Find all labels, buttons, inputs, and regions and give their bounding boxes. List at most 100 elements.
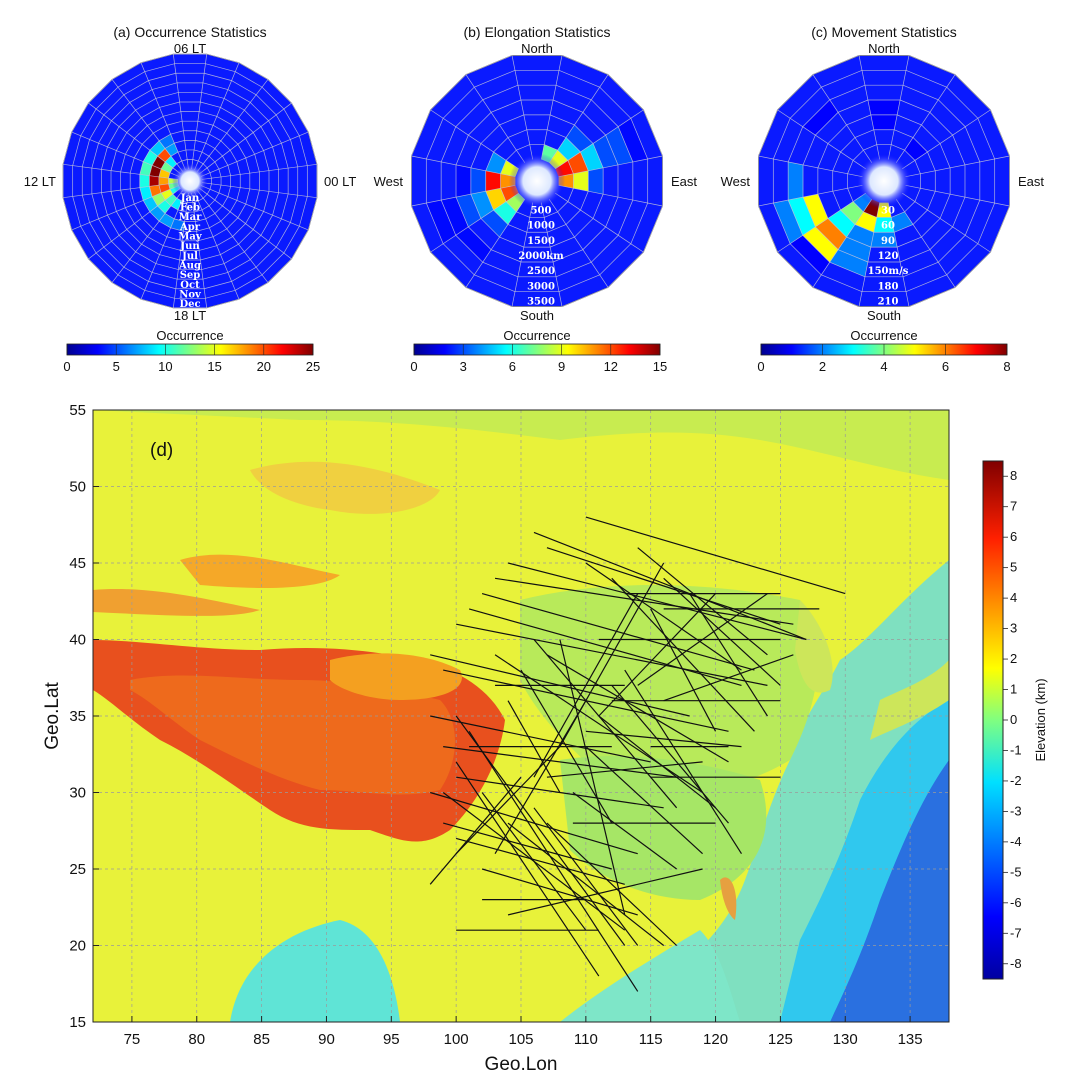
x-tick-label: 110 xyxy=(574,1031,598,1048)
direction-right: 00 LT xyxy=(324,174,356,189)
x-tick-label: 100 xyxy=(444,1031,469,1048)
colorbar-tick-label: 0 xyxy=(410,359,417,374)
polar-cell xyxy=(159,134,175,149)
direction-left: West xyxy=(374,174,404,189)
x-tick-label: 105 xyxy=(508,1031,533,1048)
ring-label: May xyxy=(178,232,203,243)
polar-cell xyxy=(580,143,604,171)
polar-spoke xyxy=(558,155,663,178)
x-tick-label: 75 xyxy=(124,1031,141,1048)
polar-center xyxy=(856,153,912,209)
polar-spoke xyxy=(71,131,180,177)
track-line xyxy=(481,792,587,931)
track-line xyxy=(559,562,665,747)
y-axis-label: Geo.Lat xyxy=(42,681,63,749)
y-tick-label: 50 xyxy=(69,479,86,496)
x-tick-label: 115 xyxy=(639,1031,663,1048)
polar-spoke xyxy=(140,191,186,300)
track-lines xyxy=(429,516,846,992)
polar-spoke xyxy=(197,79,269,172)
polar-cell xyxy=(788,161,804,201)
polar-cell xyxy=(480,210,508,238)
polar-cell xyxy=(426,200,456,244)
track-line xyxy=(507,822,665,946)
track-line xyxy=(585,746,703,855)
x-tick-label: 90 xyxy=(318,1031,335,1048)
polar-title: (c) Movement Statistics xyxy=(811,24,956,40)
elevation-tick-label: 6 xyxy=(1010,529,1017,544)
polar-spoke xyxy=(905,184,1010,207)
polar-cell xyxy=(790,235,830,275)
polar-cell xyxy=(152,156,166,170)
polar-spoke xyxy=(465,199,526,288)
ring-label: 3500 xyxy=(527,296,555,307)
track-line xyxy=(689,593,768,717)
colorbar-tick-label: 25 xyxy=(306,359,320,374)
polar-cell xyxy=(143,150,158,166)
track-line xyxy=(430,715,651,763)
elevation-tick-label: 5 xyxy=(1010,560,1017,575)
ring-label: 2500 xyxy=(527,266,555,277)
direction-bottom: South xyxy=(867,308,901,323)
track-line xyxy=(481,593,755,671)
elevation-tick-label: -3 xyxy=(1010,803,1022,818)
track-line xyxy=(507,562,807,641)
track-line xyxy=(637,593,768,686)
track-line xyxy=(494,654,703,793)
y-tick-label: 20 xyxy=(69,938,86,955)
colorbar-tick-label: 10 xyxy=(158,359,172,374)
colorbar-tick-label: 2 xyxy=(819,359,826,374)
ring-label: Aug xyxy=(178,261,201,272)
polar-spoke xyxy=(555,192,644,253)
track-line xyxy=(468,608,742,686)
elevation-tick-label: -5 xyxy=(1010,864,1022,879)
ring-label: 210 xyxy=(878,296,899,307)
polar-spoke xyxy=(191,192,208,308)
colorbar-tick-label: 4 xyxy=(880,359,887,374)
track-line xyxy=(443,822,612,870)
colorbar-tick-label: 0 xyxy=(63,359,70,374)
polar-title: (a) Occurrence Statistics xyxy=(113,24,266,40)
track-line xyxy=(455,761,600,977)
polar-cell xyxy=(829,249,868,277)
polar-spoke xyxy=(555,109,644,170)
colorbar-tick-label: 20 xyxy=(257,359,271,374)
elongation-polar-chart: 500 1000 1500 2000km 2500 3000 3500 (b) Elongat… xyxy=(374,24,698,374)
elevation-colorbar: 8 7 6 5 4 3 2 1 0 -1 -2 -3 -4 -5 -6 -7 -8 xyxy=(982,460,1022,980)
track-line xyxy=(559,639,626,916)
x-tick-label: 85 xyxy=(253,1031,270,1048)
polar-spoke xyxy=(411,184,516,207)
y-tick-label: 40 xyxy=(69,632,86,649)
direction-right: East xyxy=(1018,174,1044,189)
polar-cell xyxy=(170,218,185,232)
elevation-tick-label: -7 xyxy=(1010,925,1022,940)
colorbar-tick-label: 0 xyxy=(757,359,764,374)
direction-top: North xyxy=(521,41,553,56)
polar-cell xyxy=(165,143,179,157)
polar-cell xyxy=(149,175,159,187)
ring-label: Jan xyxy=(180,193,200,204)
direction-right: East xyxy=(671,174,697,189)
ring-label: 60 xyxy=(881,221,895,232)
track-line xyxy=(494,700,587,855)
polar-spoke xyxy=(199,102,292,174)
polar-spoke xyxy=(88,188,181,260)
x-tick-label: 80 xyxy=(188,1031,205,1048)
ring-label: 2000km xyxy=(518,251,564,262)
direction-top: North xyxy=(868,41,900,56)
y-tick-label: 30 xyxy=(69,785,86,802)
x-tick-label: 125 xyxy=(768,1031,793,1048)
polar-cell xyxy=(566,124,594,152)
polar-center xyxy=(172,163,208,199)
ring-label: Mar xyxy=(179,212,203,223)
colorbar-tick-label: 3 xyxy=(460,359,467,374)
track-line xyxy=(611,577,755,732)
polar-cell xyxy=(870,114,898,130)
polar-spoke xyxy=(63,182,179,199)
track-line xyxy=(507,700,561,793)
elevation-tick-label: 2 xyxy=(1010,651,1017,666)
polar-cell xyxy=(159,213,175,228)
polar-spoke xyxy=(777,192,866,253)
x-tick-label: 135 xyxy=(898,1031,923,1048)
